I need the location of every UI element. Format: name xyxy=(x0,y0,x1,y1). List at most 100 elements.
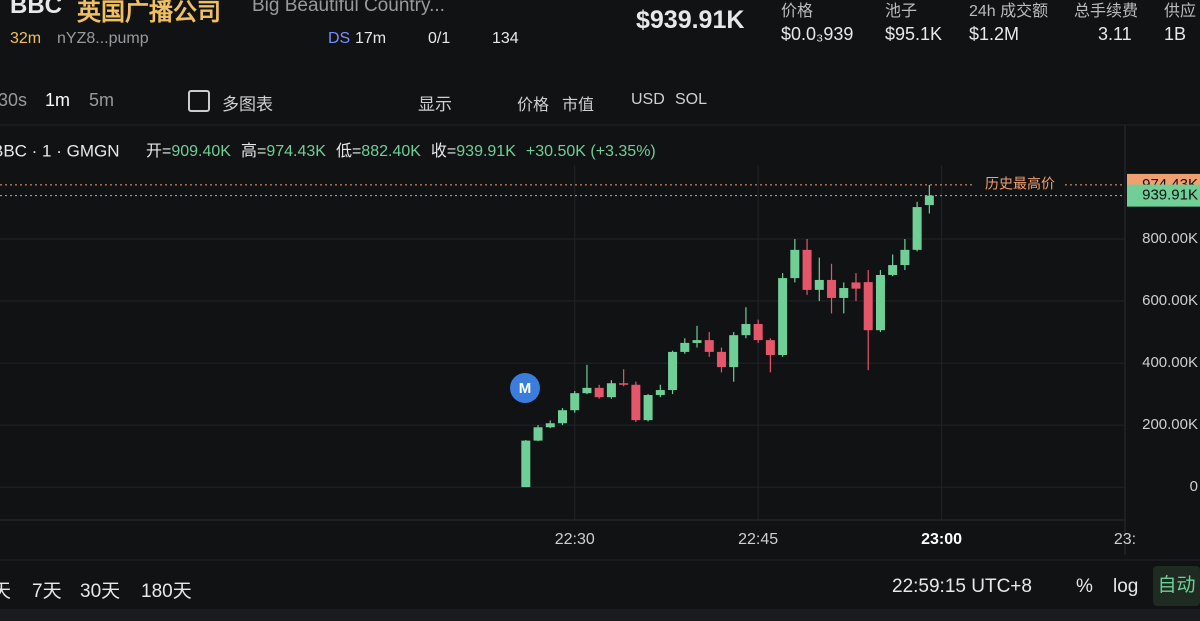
holders: 0/1 xyxy=(428,30,451,47)
y-tick-label: 400.00K xyxy=(1142,354,1198,371)
ohlc-value: 939.91K xyxy=(456,143,516,160)
candle-body xyxy=(558,410,567,424)
x-tick-label: 23:00 xyxy=(921,531,962,548)
candle-body xyxy=(729,335,739,368)
candle-body xyxy=(802,249,812,290)
ds[interactable]: DS xyxy=(328,30,351,47)
interval[interactable]: 1m xyxy=(45,90,71,110)
ath-bg xyxy=(975,174,1065,195)
log-toggle[interactable]: log xyxy=(1113,576,1139,597)
ohlc-value: 909.40K xyxy=(171,143,231,160)
y-tick-label: 200.00K xyxy=(1142,416,1198,433)
candle-body xyxy=(570,393,580,411)
price-toggle[interactable]: 价格 xyxy=(517,97,550,114)
range[interactable]: 30天 xyxy=(80,581,121,602)
display[interactable]: 显示 xyxy=(418,95,452,114)
candle-body xyxy=(533,427,543,441)
symbol: BBC xyxy=(10,0,62,19)
candle-body xyxy=(863,282,873,331)
range[interactable]: 天 xyxy=(0,581,12,602)
candle-body xyxy=(912,207,922,250)
candle-body xyxy=(790,249,800,279)
candle-body xyxy=(778,278,788,356)
ohlc-label: 高= xyxy=(241,142,266,160)
stat-label: 总手续费 xyxy=(1074,3,1139,20)
candle-body xyxy=(741,323,751,336)
event-marker xyxy=(510,373,540,403)
stat-label: 池子 xyxy=(885,3,918,20)
interval[interactable]: 5m xyxy=(89,90,115,110)
candle-body xyxy=(668,351,678,391)
candle-body xyxy=(680,342,690,352)
candle-body xyxy=(655,390,665,396)
stat-label: 供应 xyxy=(1164,3,1197,20)
percent-toggle[interactable]: % xyxy=(1076,576,1093,597)
candle-body xyxy=(631,384,641,421)
stat-label: 24h 成交额 xyxy=(969,3,1049,20)
candle-body xyxy=(888,265,898,275)
candle-body xyxy=(900,249,910,266)
change: +30.50K (+3.35%) xyxy=(526,143,656,160)
mcap-toggle[interactable]: 市值 xyxy=(562,97,595,114)
y-tick-label: 0 xyxy=(1190,478,1198,495)
auto-toggle[interactable]: 自动 xyxy=(1153,566,1200,606)
token-en-name: Big Beautiful Country... xyxy=(252,0,445,16)
candle-body xyxy=(814,279,824,290)
range[interactable]: 7天 xyxy=(32,581,62,602)
stat-value: $95.1K xyxy=(885,24,943,44)
ds-age: 17m xyxy=(355,30,387,47)
age: 32m xyxy=(10,30,42,47)
x-tick-label: 23: xyxy=(1114,531,1136,548)
token-name: 英国广播公司 xyxy=(77,0,221,26)
candle-body xyxy=(851,282,861,289)
candle-body xyxy=(839,288,849,298)
stat-value: 3.11 xyxy=(1098,24,1132,44)
y-tick-label: 800.00K xyxy=(1142,230,1198,247)
price-tag xyxy=(1127,184,1200,207)
address[interactable]: nYZ8...pump xyxy=(57,30,149,47)
stat-value: 1B xyxy=(1164,24,1187,44)
price-tag xyxy=(1127,173,1200,196)
price-tag-label: 974.43K xyxy=(1142,176,1198,193)
candle-body xyxy=(594,387,604,398)
legend: BBC · 1 · GMGN xyxy=(0,141,120,160)
stat-value: $0.0₃939 xyxy=(781,24,854,44)
stat-label: 价格 xyxy=(781,3,814,20)
market-cap: $939.91K xyxy=(636,6,745,34)
bottom-bar xyxy=(0,609,1200,621)
y-axis-panel xyxy=(1125,125,1200,565)
candle-body xyxy=(924,195,934,206)
clock: 22:59:15 UTC+8 xyxy=(892,576,1032,597)
y-tick-label: 600.00K xyxy=(1142,292,1198,309)
candle-body xyxy=(753,323,763,341)
candle-body xyxy=(692,340,702,343)
ohlc-label: 低= xyxy=(336,142,361,160)
x-tick-label: 22:45 xyxy=(738,531,778,548)
x-tick-label: 22:30 xyxy=(555,531,595,548)
candle-body xyxy=(582,387,592,394)
interval[interactable]: 30s xyxy=(0,90,28,110)
candle-body xyxy=(521,440,531,488)
ath-label: 历史最高价 xyxy=(985,176,1055,192)
candle-body xyxy=(704,340,714,352)
candle-body xyxy=(545,423,555,428)
candle-body xyxy=(765,340,775,356)
candle-body xyxy=(643,395,653,421)
candle-body xyxy=(875,274,885,331)
ohlc-value: 974.43K xyxy=(266,143,326,160)
candle-body xyxy=(827,279,837,298)
ohlc-label: 收= xyxy=(431,142,456,160)
candle-body xyxy=(716,351,726,368)
range[interactable]: 180天 xyxy=(141,581,192,602)
usd-toggle[interactable]: USD xyxy=(631,91,665,108)
ohlc-value: 882.40K xyxy=(361,143,421,160)
sol-toggle[interactable]: SOL xyxy=(675,91,708,108)
candle-body xyxy=(606,383,616,398)
checkbox[interactable] xyxy=(188,90,210,112)
multi-chart[interactable]: 多图表 xyxy=(222,95,273,114)
stat-value: $1.2M xyxy=(969,24,1020,44)
ohlc-label: 开= xyxy=(146,143,171,160)
event-marker-label: M xyxy=(519,380,532,397)
